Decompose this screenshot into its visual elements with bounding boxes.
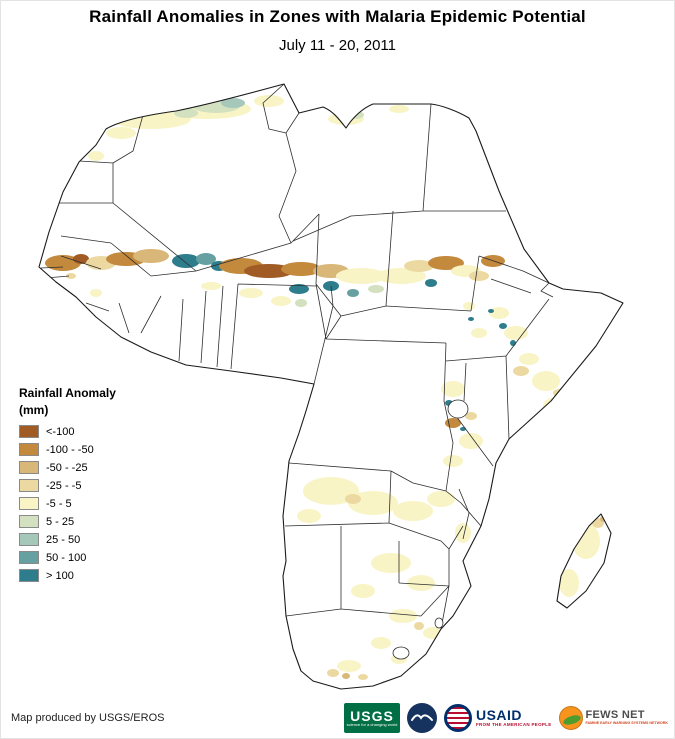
usgs-logo: USGS science for a changing world <box>343 703 400 733</box>
partner-logos: USGS science for a changing world USAID … <box>343 703 668 733</box>
map-credit: Map produced by USGS/EROS <box>11 712 165 724</box>
legend-label: -25 - -5 <box>46 479 82 492</box>
legend-item: -50 - -25 <box>19 461 149 474</box>
legend-label: 50 - 100 <box>46 551 87 564</box>
legend-item: -25 - -5 <box>19 479 149 492</box>
legend-label: -5 - 5 <box>46 497 72 510</box>
legend-item: 50 - 100 <box>19 551 149 564</box>
fewsnet-logo-text: FEWS NET <box>585 709 645 722</box>
legend-item: -5 - 5 <box>19 497 149 510</box>
page-subtitle: July 11 - 20, 2011 <box>278 37 397 54</box>
fewsnet-logo: FEWS NET FAMINE EARLY WARNING SYSTEMS NE… <box>558 706 668 730</box>
legend-label: -100 - -50 <box>46 443 94 456</box>
fewsnet-emblem-icon <box>558 706 583 730</box>
usaid-logo: USAID FROM THE AMERICAN PEOPLE <box>443 704 552 732</box>
fewsnet-logo-textblock: FEWS NET FAMINE EARLY WARNING SYSTEMS NE… <box>586 710 668 726</box>
legend-swatch <box>19 479 39 492</box>
legend-label: > 100 <box>46 569 74 582</box>
legend-units: (mm) <box>19 403 49 417</box>
africa-map-svg <box>38 83 624 690</box>
usgs-tagline: science for a changing world <box>346 721 398 727</box>
usgs-logo-text: USGS <box>350 707 394 724</box>
anomaly-patches-mainland <box>45 95 565 680</box>
usaid-emblem-icon <box>443 704 472 732</box>
legend-item: <-100 <box>19 425 149 438</box>
fewsnet-tagline: FAMINE EARLY WARNING SYSTEMS NETWORK <box>585 721 668 726</box>
legend-title: Rainfall Anomaly <box>19 386 116 400</box>
usaid-logo-textblock: USAID FROM THE AMERICAN PEOPLE <box>476 708 552 728</box>
madagascar-coastline <box>556 513 612 609</box>
noaa-logo <box>406 703 437 733</box>
map-legend: Rainfall Anomaly (mm) <-100 -100 - -50 -… <box>19 386 149 587</box>
legend-label: -50 - -25 <box>46 461 88 474</box>
legend-item: > 100 <box>19 569 149 582</box>
footer: Map produced by USGS/EROS USGS science f… <box>1 696 674 738</box>
page-title: Rainfall Anomalies in Zones with Malaria… <box>89 7 586 26</box>
legend-item: 25 - 50 <box>19 533 149 546</box>
legend-label: <-100 <box>46 425 75 438</box>
legend-swatch <box>19 551 39 564</box>
usaid-logo-text: USAID <box>475 707 523 724</box>
legend-swatch <box>19 515 39 528</box>
legend-swatch <box>19 425 39 438</box>
legend-swatch <box>19 533 39 546</box>
lesotho-border <box>392 646 410 660</box>
noaa-seagull-icon <box>410 714 433 721</box>
legend-item: -100 - -50 <box>19 443 149 456</box>
country-borders <box>40 84 554 660</box>
legend-swatch <box>19 569 39 582</box>
lake-victoria <box>447 399 469 419</box>
africa-outline <box>39 84 623 689</box>
legend-label: 5 - 25 <box>46 515 75 528</box>
swaziland-border <box>434 617 444 629</box>
africa-coastline <box>38 83 624 690</box>
legend-item: 5 - 25 <box>19 515 149 528</box>
legend-swatch <box>19 497 39 510</box>
africa-map: Rainfall Anomaly (mm) <-100 -100 - -50 -… <box>1 71 674 699</box>
legend-label: 25 - 50 <box>46 533 81 546</box>
legend-swatch <box>19 461 39 474</box>
usaid-tagline: FROM THE AMERICAN PEOPLE <box>475 722 552 728</box>
legend-swatch <box>19 443 39 456</box>
